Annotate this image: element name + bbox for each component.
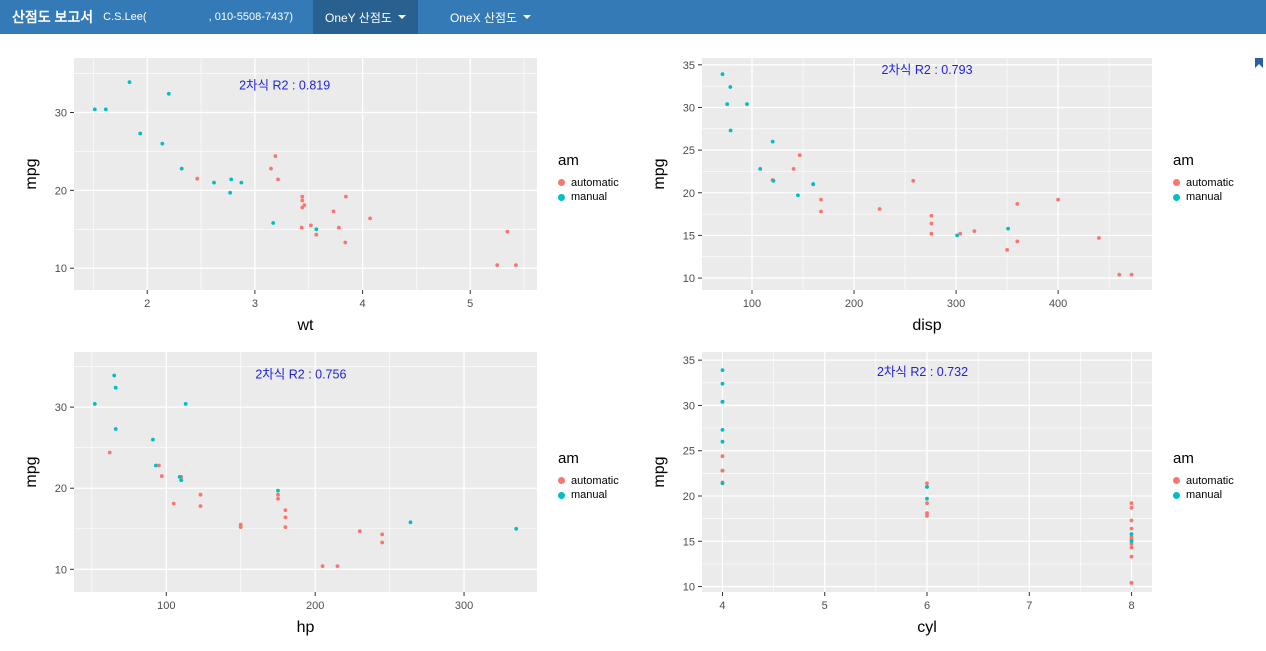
svg-text:20: 20 — [683, 188, 695, 200]
plots-grid: 10 20 30 2 3 4 5 2차식 R2 : 0.819 wt mpg am automati… — [0, 34, 1266, 638]
legend-item-manual: manual — [558, 488, 642, 502]
menu-oney-scatter[interactable]: OneY 산점도 — [313, 0, 418, 34]
svg-text:200: 200 — [306, 600, 324, 612]
svg-text:4: 4 — [360, 298, 366, 310]
legend-item-label: automatic — [571, 474, 619, 487]
legend-item-automatic: automatic — [1173, 176, 1257, 190]
svg-text:wt: wt — [297, 317, 315, 334]
plot-cell-wt: 10 20 30 2 3 4 5 2차식 R2 : 0.819 wt mpg am automati… — [22, 48, 650, 336]
legend-item-manual: manual — [558, 190, 642, 204]
r2-annotation: 2차식 R2 : 0.819 — [239, 78, 330, 92]
legend-title: am — [1173, 151, 1194, 169]
legend-item-manual: manual — [1173, 190, 1257, 204]
legend-point-icon — [558, 179, 565, 187]
svg-text:25: 25 — [683, 446, 695, 458]
svg-text:mpg: mpg — [651, 456, 668, 487]
svg-text:100: 100 — [743, 298, 761, 310]
legend-point-icon — [1173, 477, 1180, 485]
svg-text:20: 20 — [683, 491, 695, 503]
app-title: 산점도 보고서 — [12, 9, 94, 25]
svg-text:400: 400 — [1049, 298, 1067, 310]
legend-point-icon — [558, 477, 565, 485]
scatter-chart-mpg-cyl: 10 15 20 25 30 35 4 5 6 7 8 2차식 R2 : 0.732 cyl mpg — [651, 352, 1152, 636]
legend-item-label: automatic — [571, 176, 619, 189]
svg-text:hp: hp — [297, 619, 315, 636]
legend-item-automatic: automatic — [558, 474, 642, 488]
svg-text:disp: disp — [912, 317, 941, 334]
svg-text:30: 30 — [683, 400, 695, 412]
legend-title: am — [558, 151, 579, 169]
svg-text:5: 5 — [467, 298, 473, 310]
chevron-down-icon — [397, 15, 406, 19]
svg-text:300: 300 — [455, 600, 473, 612]
corner-marker-icon[interactable] — [1254, 56, 1264, 68]
user-name: C.S.Lee( — [103, 11, 147, 23]
svg-text:20: 20 — [55, 483, 67, 495]
svg-text:100: 100 — [157, 600, 175, 612]
svg-text:10: 10 — [55, 564, 67, 576]
legend-title: am — [558, 449, 579, 467]
svg-text:35: 35 — [683, 355, 695, 367]
legend-am: am automatic manual — [1165, 152, 1257, 205]
user-phone: , 010-5508-7437) — [208, 11, 293, 23]
legend-point-icon — [1173, 491, 1180, 499]
legend-point-icon — [558, 491, 565, 499]
menu-oney-label: OneY 산점도 — [325, 10, 392, 25]
svg-text:5: 5 — [822, 600, 828, 612]
svg-text:30: 30 — [55, 402, 67, 414]
r2-annotation: 2차식 R2 : 0.756 — [255, 367, 346, 381]
legend-item-label: manual — [1186, 191, 1223, 203]
legend-item-label: automatic — [1186, 474, 1234, 487]
svg-text:30: 30 — [55, 107, 67, 119]
svg-text:4: 4 — [719, 600, 725, 612]
legend-item-label: manual — [571, 191, 608, 203]
svg-text:10: 10 — [683, 273, 695, 285]
legend-item-label: manual — [571, 489, 608, 501]
legend-item-label: manual — [1186, 489, 1223, 501]
legend-am: am automatic manual — [550, 152, 642, 205]
legend-item-label: automatic — [1186, 176, 1234, 189]
svg-text:7: 7 — [1026, 600, 1032, 612]
svg-text:10: 10 — [55, 263, 67, 275]
chevron-down-icon — [523, 15, 532, 19]
svg-text:8: 8 — [1128, 600, 1134, 612]
svg-text:200: 200 — [845, 298, 863, 310]
plot-cell-disp: 10 15 20 25 30 35 100 200 300 400 2차식 R2 : 0.793 di… — [650, 48, 1266, 336]
svg-text:cyl: cyl — [917, 619, 937, 636]
svg-text:3: 3 — [252, 298, 258, 310]
legend-title: am — [1173, 449, 1194, 467]
legend-item-automatic: automatic — [558, 176, 642, 190]
menu-onex-scatter[interactable]: OneX 산점도 — [438, 0, 543, 34]
svg-text:mpg: mpg — [23, 456, 40, 487]
legend-point-icon — [1173, 193, 1180, 201]
legend-item-automatic: automatic — [1173, 474, 1257, 488]
legend-point-icon — [1173, 179, 1180, 187]
scatter-chart-mpg-hp: 10 20 30 100 200 300 2차식 R2 : 0.756 hp mpg — [23, 352, 537, 636]
scatter-chart-mpg-disp: 10 15 20 25 30 35 100 200 300 400 2차식 R2 : 0.793 di… — [651, 58, 1152, 334]
svg-text:mpg: mpg — [23, 158, 40, 189]
svg-text:15: 15 — [683, 230, 695, 242]
r2-annotation: 2차식 R2 : 0.732 — [877, 365, 968, 379]
svg-text:15: 15 — [683, 536, 695, 548]
r2-annotation: 2차식 R2 : 0.793 — [881, 63, 972, 77]
svg-text:30: 30 — [683, 102, 695, 114]
svg-text:10: 10 — [683, 582, 695, 594]
svg-text:35: 35 — [683, 60, 695, 72]
svg-text:20: 20 — [55, 185, 67, 197]
legend-item-manual: manual — [1173, 488, 1257, 502]
svg-text:mpg: mpg — [651, 158, 668, 189]
svg-text:300: 300 — [947, 298, 965, 310]
plot-cell-hp: 10 20 30 100 200 300 2차식 R2 : 0.756 hp mpg am aut… — [22, 342, 650, 638]
navbar: 산점도 보고서 C.S.Lee( , 010-5508-7437) OneY 산… — [0, 0, 1266, 34]
svg-text:2: 2 — [144, 298, 150, 310]
svg-text:25: 25 — [683, 145, 695, 157]
legend-point-icon — [558, 193, 565, 201]
legend-am: am automatic manual — [1165, 450, 1257, 503]
menu-onex-label: OneX 산점도 — [449, 10, 518, 25]
svg-text:6: 6 — [924, 600, 930, 612]
scatter-chart-mpg-wt: 10 20 30 2 3 4 5 2차식 R2 : 0.819 wt mpg — [23, 58, 537, 334]
legend-am: am automatic manual — [550, 450, 642, 503]
plot-cell-cyl: 10 15 20 25 30 35 4 5 6 7 8 2차식 R2 : 0.732 cyl mpg am… — [650, 342, 1266, 638]
